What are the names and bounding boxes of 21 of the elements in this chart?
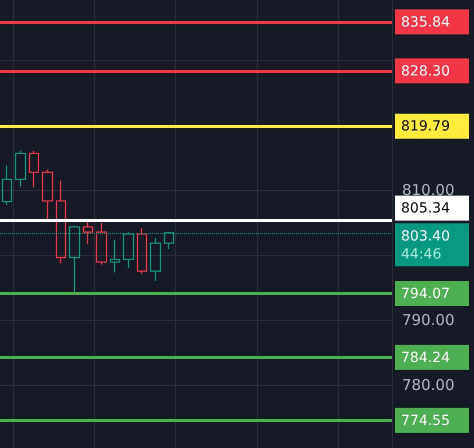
y-tick-label: 790.00 bbox=[402, 310, 454, 329]
candlestick bbox=[2, 165, 12, 206]
ref-line-label: 794.07 bbox=[401, 286, 450, 302]
y-tick-label: 810.00 bbox=[402, 180, 454, 199]
ref-line-label: 828.30 bbox=[401, 63, 450, 80]
ref-line-label: 774.55 bbox=[401, 412, 450, 429]
candlestick bbox=[96, 222, 108, 266]
candlestick bbox=[150, 237, 162, 282]
candlestick bbox=[82, 221, 94, 244]
ref-line-label: 819.79 bbox=[401, 118, 450, 135]
candlestick bbox=[136, 228, 148, 274]
ref-line-label: 805.34 bbox=[401, 200, 450, 217]
y-tick-label: 780.00 bbox=[402, 376, 454, 394]
candlestick bbox=[14, 150, 26, 188]
candlestick bbox=[110, 239, 120, 274]
candlestick bbox=[28, 150, 40, 188]
ref-line-label: 803.40 bbox=[401, 228, 450, 244]
text: 44:46 bbox=[401, 246, 442, 262]
candlestick bbox=[56, 180, 66, 264]
ref-line-label: 835.84 bbox=[401, 14, 450, 30]
ref-line-label: 784.24 bbox=[401, 350, 450, 366]
